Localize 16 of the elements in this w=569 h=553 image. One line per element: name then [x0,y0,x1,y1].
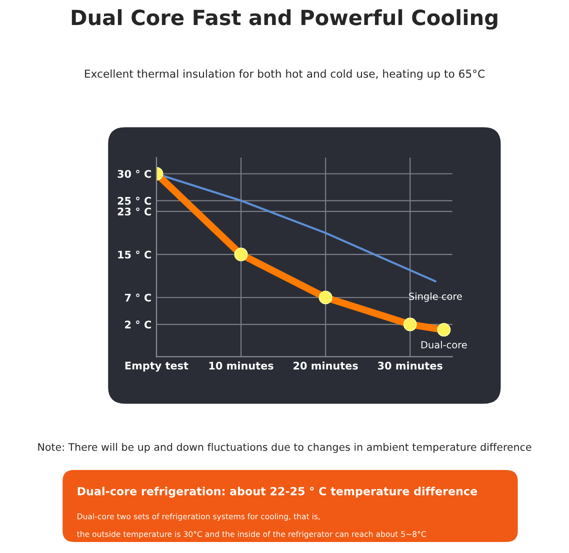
text: Dual-core refrigeration: about 22-25 ° C temperature difference [78,486,478,498]
y-tick-label: 15 ° C [118,250,151,259]
y-tick-label: 30 ° C [118,170,151,178]
chart-title: Dual Core Fast and Powerful Cooling [72,9,498,30]
y-tick-label: 7 ° C [124,294,151,302]
series-label: Single core [409,292,462,302]
chart-subtitle: Excellent thermal insulation for both hot and cold use, heating up to 65°C [85,69,484,80]
y-tick-label: 25 ° C [118,196,151,205]
y-tick-label: 23 ° C [118,208,151,216]
y-tick-label: 2 ° C [125,320,151,329]
x-tick-label: 10 minutes [209,362,274,370]
x-tick-label: 20 minutes [294,362,358,370]
x-tick-label: 30 minutes [378,362,442,370]
x-tick-label: Empty test [125,362,188,372]
text: Note: There will be up and down fluctuations due to changes in ambient temperature difference [38,442,532,453]
series-label: Dual-core [421,340,467,348]
